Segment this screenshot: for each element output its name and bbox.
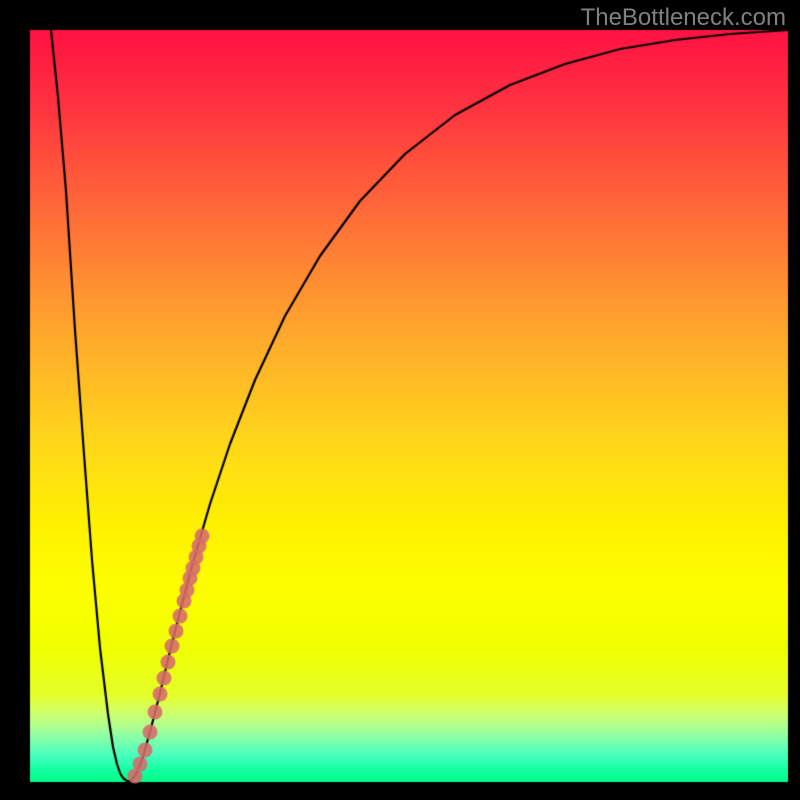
watermark-text: TheBottleneck.com (581, 4, 786, 32)
bottleneck-chart (0, 0, 800, 800)
